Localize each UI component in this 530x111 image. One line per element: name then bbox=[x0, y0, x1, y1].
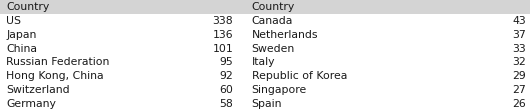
Text: Singapore: Singapore bbox=[252, 85, 307, 95]
FancyBboxPatch shape bbox=[0, 56, 530, 69]
FancyBboxPatch shape bbox=[0, 28, 530, 42]
Text: Spain: Spain bbox=[252, 99, 282, 109]
Text: Sweden: Sweden bbox=[252, 44, 295, 54]
Text: Country: Country bbox=[6, 2, 50, 12]
FancyBboxPatch shape bbox=[0, 0, 530, 14]
Text: 27: 27 bbox=[512, 85, 526, 95]
Text: Country: Country bbox=[252, 2, 295, 12]
Text: 60: 60 bbox=[219, 85, 233, 95]
Text: Republic of Korea: Republic of Korea bbox=[252, 71, 347, 81]
Text: 136: 136 bbox=[213, 30, 233, 40]
Text: Switzerland: Switzerland bbox=[6, 85, 70, 95]
Text: Netherlands: Netherlands bbox=[252, 30, 318, 40]
FancyBboxPatch shape bbox=[0, 97, 530, 111]
Text: 101: 101 bbox=[213, 44, 233, 54]
Text: Germany: Germany bbox=[6, 99, 56, 109]
Text: Italy: Italy bbox=[252, 57, 275, 67]
FancyBboxPatch shape bbox=[0, 42, 530, 56]
Text: 26: 26 bbox=[512, 99, 526, 109]
Text: Japan: Japan bbox=[6, 30, 37, 40]
Text: Hong Kong, China: Hong Kong, China bbox=[6, 71, 104, 81]
Text: 32: 32 bbox=[512, 57, 526, 67]
Text: 33: 33 bbox=[512, 44, 526, 54]
Text: 43: 43 bbox=[512, 16, 526, 26]
FancyBboxPatch shape bbox=[0, 83, 530, 97]
Text: 58: 58 bbox=[219, 99, 233, 109]
Text: 95: 95 bbox=[219, 57, 233, 67]
Text: US: US bbox=[6, 16, 21, 26]
FancyBboxPatch shape bbox=[0, 69, 530, 83]
Text: 92: 92 bbox=[219, 71, 233, 81]
Text: China: China bbox=[6, 44, 37, 54]
Text: Canada: Canada bbox=[252, 16, 293, 26]
FancyBboxPatch shape bbox=[0, 14, 530, 28]
Text: Russian Federation: Russian Federation bbox=[6, 57, 110, 67]
Text: 338: 338 bbox=[213, 16, 233, 26]
Text: 29: 29 bbox=[512, 71, 526, 81]
Text: 37: 37 bbox=[512, 30, 526, 40]
